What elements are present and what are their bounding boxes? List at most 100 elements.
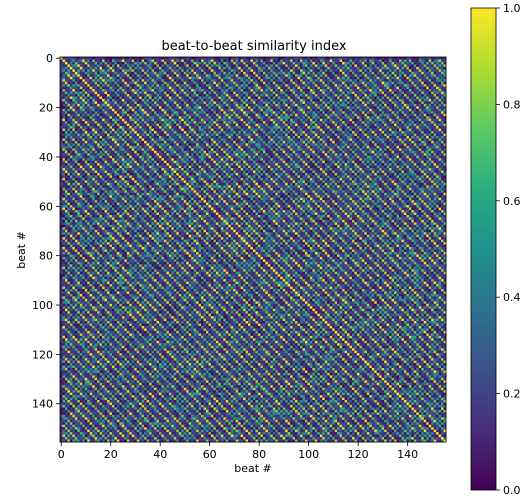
heatmap-cell — [97, 121, 100, 124]
heatmap-cell — [210, 113, 214, 117]
heatmap-cell — [297, 79, 301, 83]
heatmap-cell — [332, 84, 335, 87]
heatmap-cell — [376, 98, 380, 102]
heatmap-cell — [158, 89, 162, 92]
heatmap-cell — [307, 98, 311, 102]
heatmap-cell — [396, 103, 400, 107]
heatmap-cell — [265, 116, 269, 120]
heatmap-cell — [171, 106, 175, 110]
heatmap-cell — [248, 98, 251, 102]
heatmap-cell — [84, 121, 88, 124]
heatmap-cell — [428, 101, 432, 105]
heatmap-cell — [262, 106, 266, 110]
heatmap-cell — [72, 118, 76, 122]
heatmap-cell — [163, 106, 167, 110]
heatmap-cell — [218, 81, 222, 85]
heatmap-cell — [307, 108, 311, 112]
heatmap-cell — [421, 118, 425, 122]
heatmap-cell — [282, 89, 286, 92]
heatmap-cell — [243, 113, 246, 117]
heatmap-cell — [297, 108, 301, 112]
heatmap-cell — [428, 123, 432, 127]
heatmap-cell — [94, 61, 98, 65]
heatmap-cell — [188, 64, 192, 68]
heatmap-cell — [265, 64, 269, 68]
heatmap-cell — [107, 94, 110, 97]
heatmap-cell — [253, 126, 256, 129]
heatmap-cell — [354, 94, 358, 97]
heatmap-cell — [277, 94, 281, 97]
heatmap-cell — [359, 113, 363, 117]
heatmap-cell — [441, 131, 444, 134]
heatmap-cell — [361, 76, 365, 80]
heatmap-cell — [114, 89, 118, 92]
heatmap-cell — [411, 98, 415, 102]
heatmap-cell — [265, 91, 269, 95]
heatmap-cell — [74, 111, 78, 115]
heatmap-cell — [314, 108, 318, 112]
heatmap-cell — [262, 84, 266, 87]
heatmap-cell — [126, 106, 130, 110]
heatmap-cell — [79, 94, 83, 97]
heatmap-cell — [332, 86, 335, 90]
heatmap-cell — [411, 111, 415, 115]
heatmap-cell — [131, 116, 135, 120]
heatmap-cell — [272, 64, 276, 68]
heatmap-cell — [77, 123, 81, 127]
heatmap-cell — [416, 106, 420, 110]
heatmap-cell — [94, 64, 98, 68]
heatmap-cell — [381, 81, 385, 85]
heatmap-cell — [277, 118, 281, 122]
heatmap-cell — [154, 91, 157, 95]
heatmap-cell — [183, 121, 187, 124]
heatmap-cell — [62, 101, 66, 105]
heatmap-cell — [210, 111, 214, 115]
heatmap-cell — [158, 91, 162, 95]
heatmap-cell — [398, 61, 402, 65]
heatmap-cell — [376, 61, 380, 65]
heatmap-cell — [423, 118, 427, 122]
heatmap-cell — [121, 98, 125, 102]
heatmap-cell — [361, 66, 365, 70]
heatmap-cell — [156, 118, 160, 122]
heatmap-cell — [104, 96, 108, 100]
heatmap-cell — [275, 94, 279, 97]
heatmap-cell — [92, 76, 95, 80]
heatmap-cell — [332, 133, 335, 137]
heatmap-cell — [290, 64, 293, 68]
heatmap-cell — [161, 84, 165, 87]
heatmap-cell — [408, 106, 412, 110]
heatmap-cell — [391, 74, 395, 78]
heatmap-cell — [168, 66, 172, 70]
heatmap-cell — [248, 106, 251, 110]
heatmap-cell — [97, 131, 100, 134]
heatmap-cell — [277, 116, 281, 120]
heatmap-cell — [149, 126, 152, 129]
heatmap-cell — [205, 111, 209, 115]
heatmap-cell — [376, 57, 380, 60]
heatmap-cell — [168, 81, 172, 85]
heatmap-cell — [121, 86, 125, 90]
heatmap-cell — [136, 96, 140, 100]
heatmap-cell — [173, 103, 177, 107]
heatmap-cell — [111, 84, 115, 87]
heatmap-cell — [391, 103, 395, 107]
heatmap-cell — [69, 116, 73, 120]
heatmap-cell — [354, 86, 358, 90]
heatmap-cell — [297, 71, 301, 75]
heatmap-cell — [356, 76, 360, 80]
heatmap-cell — [188, 113, 192, 117]
heatmap-cell — [292, 66, 296, 70]
heatmap-cell — [245, 59, 249, 63]
heatmap-cell — [369, 91, 373, 95]
heatmap-cell — [322, 128, 326, 132]
heatmap-cell — [319, 98, 323, 102]
heatmap-cell — [188, 66, 192, 70]
heatmap-cell — [369, 66, 373, 70]
heatmap-cell — [178, 126, 182, 129]
heatmap-cell — [154, 106, 157, 110]
heatmap-cell — [304, 64, 308, 68]
heatmap-cell — [327, 94, 331, 97]
heatmap-cell — [423, 66, 427, 70]
heatmap-cell — [297, 103, 301, 107]
